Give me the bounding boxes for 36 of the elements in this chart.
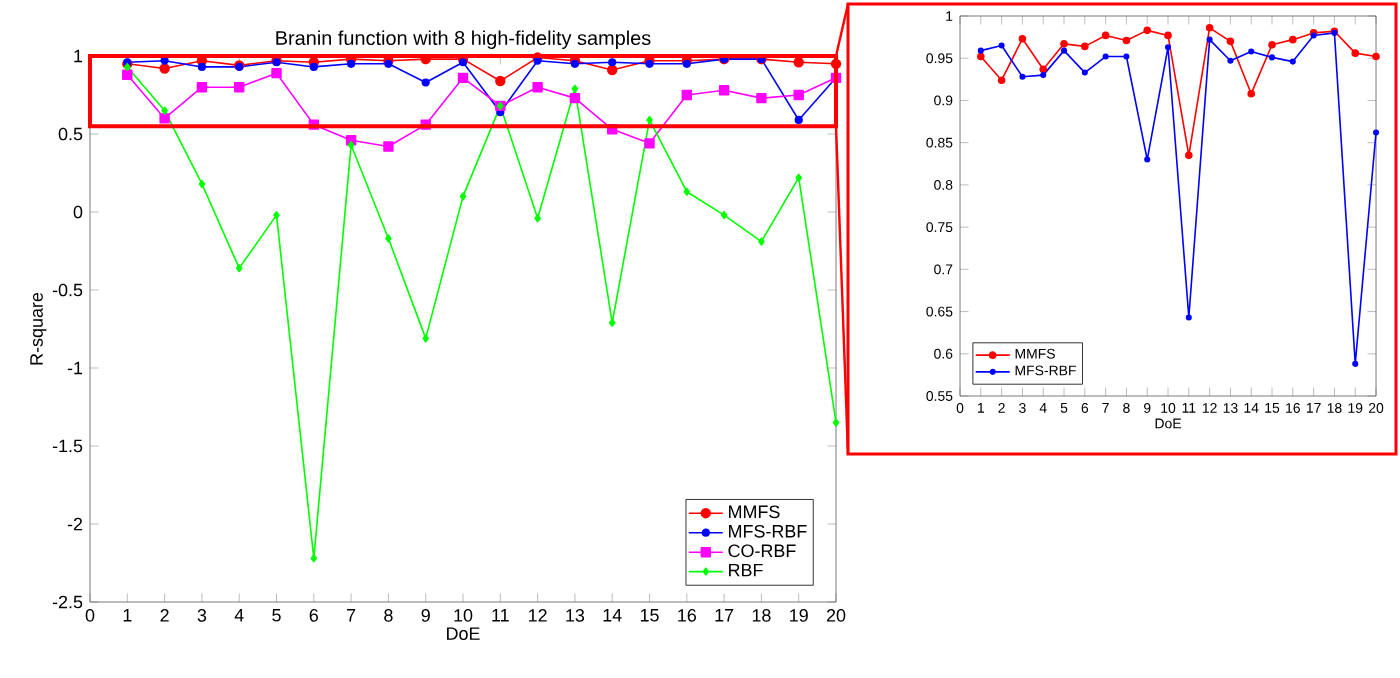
x-tick-label: 2 (160, 609, 169, 622)
legend-label: RBF (729, 563, 763, 577)
x-tick-label: 3 (197, 609, 207, 622)
y-tick-label: -1 (67, 361, 83, 375)
x-tick-label: 10 (454, 609, 473, 622)
x-tick-label: 8 (384, 609, 393, 622)
x-tick-label: 5 (272, 609, 281, 622)
x-tick-label: 9 (421, 609, 430, 622)
legend-label: CO-RBF (728, 544, 796, 558)
x-tick-label: 16 (678, 609, 696, 622)
y-tick-label: -1.5 (52, 439, 83, 453)
x-tick-label: 14 (603, 609, 622, 622)
legend-label: MMFS (729, 505, 780, 519)
x-tick-label: 15 (640, 609, 659, 622)
x-axis-title: DoE (447, 627, 480, 640)
y-tick-label: 1 (74, 49, 83, 63)
y-axis-title: R-square (30, 292, 47, 365)
chart-title: Branin function with 8 high-fidelity samples (276, 30, 651, 49)
x-tick-label: 17 (715, 609, 734, 622)
x-tick-label: 6 (309, 609, 319, 622)
x-tick-label: 13 (566, 609, 585, 622)
y-tick-label: -2.5 (52, 595, 83, 609)
y-tick-label: 0.5 (58, 127, 83, 141)
y-tick-label: -0.5 (52, 283, 83, 297)
x-tick-label: 12 (529, 609, 547, 622)
x-tick-label: 7 (347, 609, 356, 622)
legend-label: MFS-RBF (729, 524, 807, 538)
x-tick-label: 19 (790, 609, 808, 622)
y-tick-label: -2 (67, 517, 83, 531)
x-tick-label: 1 (123, 609, 132, 622)
x-tick-label: 11 (492, 609, 509, 622)
x-tick-label: 18 (752, 609, 771, 622)
x-tick-label: 0 (85, 609, 95, 622)
x-tick-label: 20 (826, 609, 846, 622)
y-tick-label: 0 (73, 205, 83, 219)
x-tick-label: 4 (234, 609, 244, 622)
